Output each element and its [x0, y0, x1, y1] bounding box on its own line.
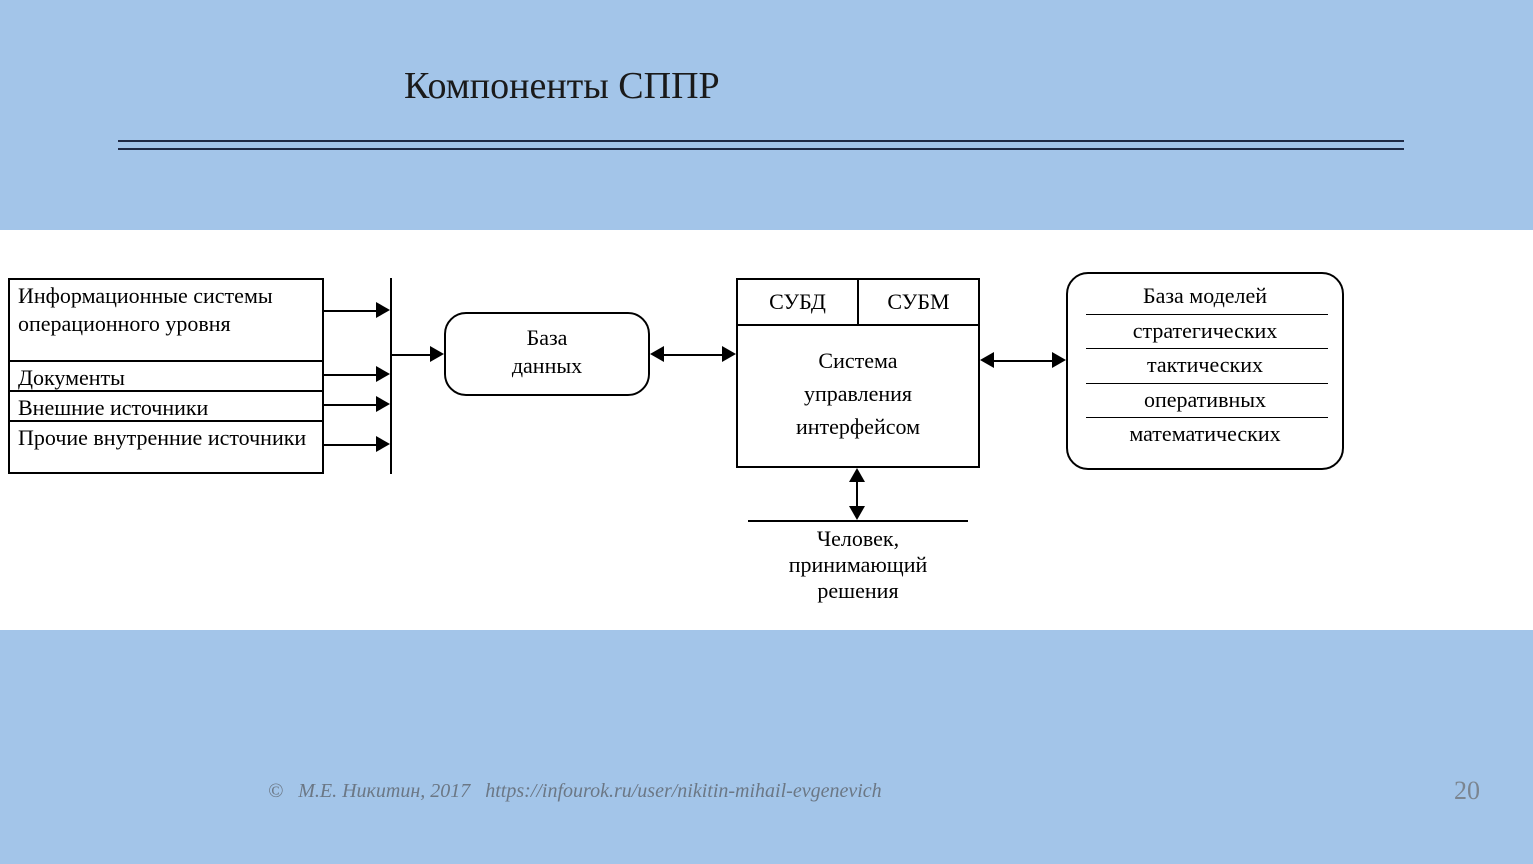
control-body-line: Система — [818, 348, 897, 373]
human-line: Человек, — [817, 526, 899, 551]
arrowhead-icon — [430, 346, 444, 362]
edge-sources-bus — [324, 374, 376, 376]
node-human: Человек, принимающий решения — [724, 526, 992, 604]
footer-url: https://infourok.ru/user/nikitin-mihail-… — [485, 780, 881, 802]
models-item: тактических — [1068, 349, 1342, 381]
footer-year: 2017 — [430, 780, 470, 802]
node-control: СУБД СУБМ Система управления интерфейсом — [736, 278, 980, 468]
sources-row: Внешние источники — [10, 392, 322, 424]
arrowhead-icon — [376, 436, 390, 452]
human-underline — [748, 520, 968, 522]
footer-author: М.Е. Никитин, — [298, 780, 425, 802]
human-line: решения — [817, 578, 898, 603]
models-title: База моделей — [1068, 280, 1342, 312]
arrowhead-icon — [849, 506, 865, 520]
models-item: стратегических — [1068, 315, 1342, 347]
control-body-line: управления — [804, 381, 912, 406]
sources-row: Информационные системы опера­ционного ур… — [10, 280, 322, 339]
edge-sources-bus — [324, 310, 376, 312]
arrowhead-icon — [1052, 352, 1066, 368]
footer-credit: © М.Е. Никитин, 2017 https://infourok.ru… — [268, 780, 882, 803]
slide-title: Компоненты СППР — [404, 64, 720, 108]
node-sources: Информационные системы опера­ционного ур… — [8, 278, 324, 474]
control-header-cell: СУБД — [738, 280, 859, 324]
models-item: математических — [1068, 418, 1342, 450]
arrowhead-icon — [376, 302, 390, 318]
sources-row: Прочие внутренние источники — [10, 422, 322, 454]
arrowhead-icon — [980, 352, 994, 368]
node-bus — [390, 278, 392, 474]
node-models: База моделей стратегических тактических … — [1066, 272, 1344, 470]
edge-sources-bus — [324, 444, 376, 446]
page-number: 20 — [1454, 776, 1480, 806]
arrowhead-icon — [722, 346, 736, 362]
edge-control-human — [856, 482, 858, 506]
edge-bus-db — [392, 354, 430, 356]
arrowhead-icon — [849, 468, 865, 482]
arrowhead-icon — [650, 346, 664, 362]
footer-copyright: © — [268, 780, 283, 802]
edge-db-control — [664, 354, 722, 356]
db-line: данных — [512, 353, 582, 378]
edge-sources-bus — [324, 404, 376, 406]
node-db: База данных — [444, 312, 650, 396]
control-header-cell: СУБМ — [859, 280, 978, 324]
control-body-line: интерфейсом — [796, 414, 920, 439]
models-item: оперативных — [1068, 384, 1342, 416]
title-underline — [118, 140, 1404, 150]
sources-row: Документы — [10, 362, 322, 394]
arrowhead-icon — [376, 366, 390, 382]
arrowhead-icon — [376, 396, 390, 412]
edge-control-models — [994, 360, 1052, 362]
human-line: принимающий — [789, 552, 928, 577]
db-line: База — [527, 325, 568, 350]
